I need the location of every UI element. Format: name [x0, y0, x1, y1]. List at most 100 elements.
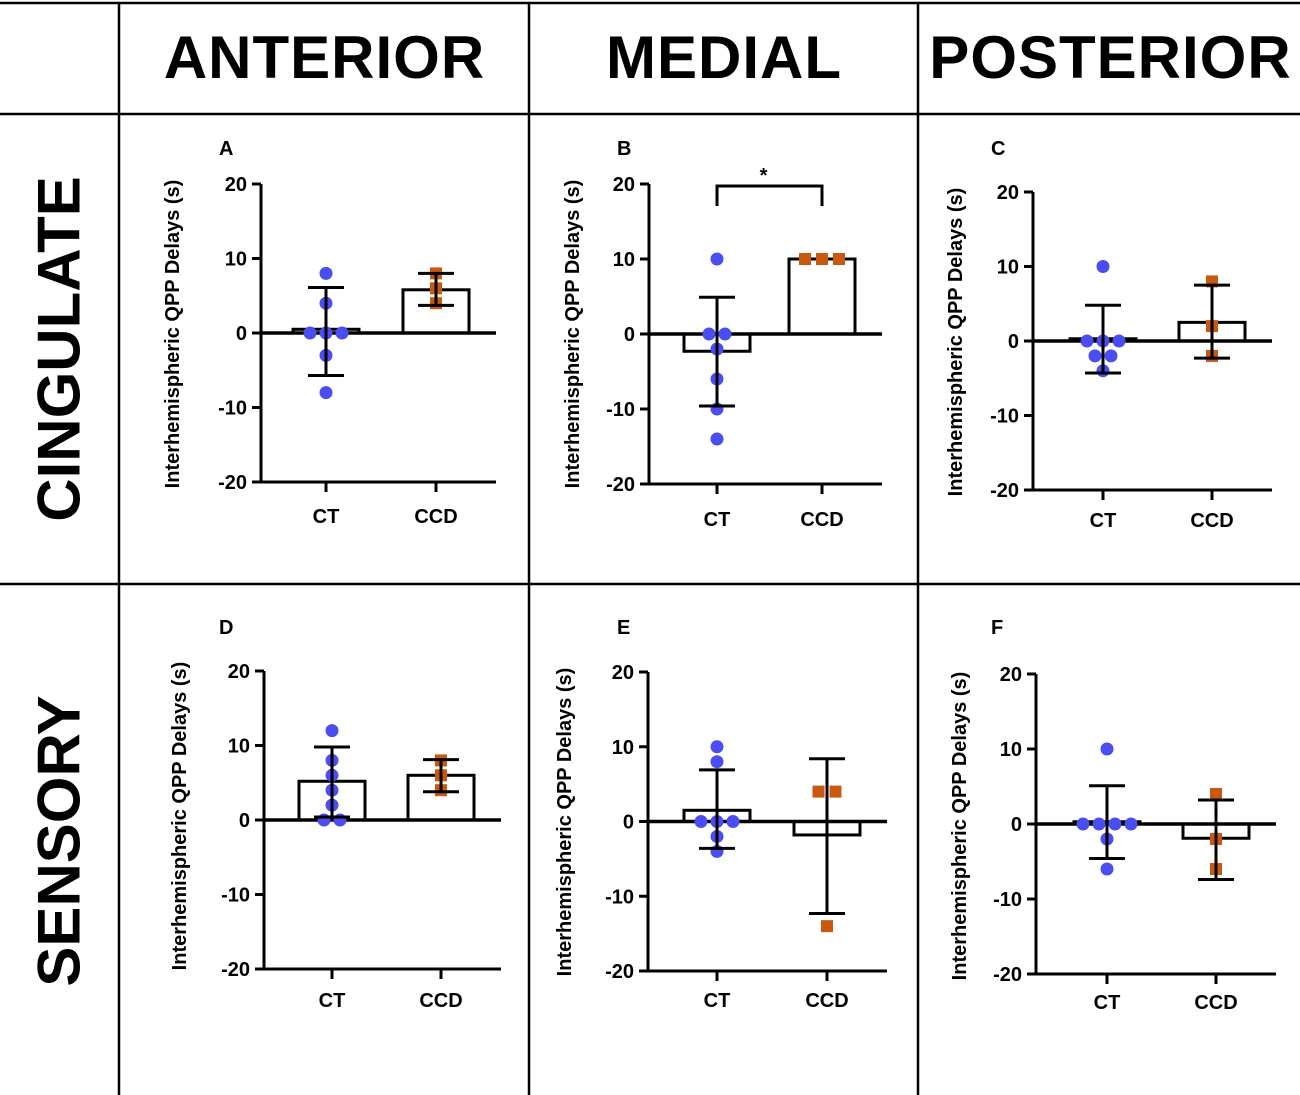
y-tick-label: -10	[218, 398, 247, 420]
chart-panel-e: 20 10 0 -10 -20 CT CCD E Interhemispheric QPP De…	[554, 617, 887, 1012]
significance-bracket	[715, 184, 824, 206]
data-point-ccd	[829, 785, 842, 798]
chart-panel-f: 20 10 0 -10 -20 CT CCD F Interhemispheric QPP De…	[949, 617, 1276, 1014]
y-tick-label: -20	[606, 474, 635, 496]
y-tick-label: 20	[612, 662, 634, 684]
x-tick-label-ccd: CCD	[419, 990, 462, 1012]
data-point-ccd	[812, 785, 825, 798]
y-tick-label: 10	[225, 249, 247, 271]
chart-panel-c: 20 10 0 -10 -20 CT CCD C Interhemispheric QPP De…	[945, 138, 1272, 532]
data-point-ct	[1100, 742, 1114, 756]
y-tick-label: 20	[613, 174, 635, 196]
data-point-ct	[1100, 862, 1114, 876]
data-point-ct	[1104, 349, 1118, 363]
data-point-ct	[325, 724, 339, 738]
y-tick-label: 0	[624, 324, 635, 346]
column-header-posterior: POSTERIOR	[929, 24, 1292, 91]
x-tick-label-ct: CT	[313, 506, 340, 528]
y-axis-label: Interhemispheric QPP Delays (s)	[554, 668, 576, 977]
y-axis-label: Interhemispheric QPP Delays (s)	[169, 662, 191, 971]
x-tick-label-ccd: CCD	[1190, 510, 1233, 532]
data-point-ct	[702, 327, 716, 341]
y-tick-label: 10	[997, 257, 1019, 279]
data-point-ct	[1108, 817, 1122, 831]
data-point-ct	[710, 740, 724, 754]
y-tick-label: 0	[1011, 814, 1022, 836]
panel-letter: C	[991, 138, 1005, 160]
panel-letter: D	[219, 617, 233, 639]
column-header-anterior: ANTERIOR	[163, 24, 486, 91]
y-tick-label: 0	[239, 810, 250, 832]
data-point-ct	[1112, 334, 1126, 348]
data-point-ct	[1092, 817, 1106, 831]
panel-letter: A	[219, 138, 233, 160]
column-header-medial: MEDIAL	[606, 24, 842, 91]
y-tick-label: 20	[228, 661, 250, 683]
x-tick-label-ccd: CCD	[805, 990, 848, 1012]
x-tick-label-ct: CT	[1094, 992, 1121, 1014]
data-point-ct	[319, 386, 333, 400]
chart-panel-d: 20 10 0 -10 -20 CT CCD D Interhemispheric QPP De…	[169, 617, 501, 1012]
data-point-ct	[319, 266, 333, 280]
data-point-ct	[1088, 349, 1102, 363]
x-tick-label-ccd: CCD	[800, 509, 843, 531]
y-tick-label: -20	[605, 961, 634, 983]
data-point-ct	[710, 755, 724, 769]
y-tick-label: -10	[990, 406, 1019, 428]
y-tick-label: -10	[993, 889, 1022, 911]
y-tick-label: 20	[1000, 664, 1022, 686]
row-header-sensory: SENSORY	[25, 694, 93, 987]
y-tick-label: 10	[1000, 739, 1022, 761]
chart-panel-a: 20 10 0 -10 -20 CT CCD A Interhemispheric QPP De…	[162, 138, 496, 528]
x-tick-label-ccd: CCD	[414, 506, 457, 528]
data-point-ct	[333, 813, 347, 827]
x-tick-label-ct: CT	[704, 990, 731, 1012]
data-point-ct	[710, 432, 724, 446]
y-tick-label: -20	[218, 472, 247, 494]
y-tick-label: 10	[228, 736, 250, 758]
x-tick-label-ccd: CCD	[1194, 992, 1237, 1014]
data-point-ct	[694, 815, 708, 828]
data-point-ccd	[816, 253, 828, 265]
data-point-ct	[1124, 817, 1138, 831]
data-point-ccd	[1210, 788, 1222, 800]
data-point-ct	[303, 326, 317, 340]
y-axis-label: Interhemispheric QPP Delays (s)	[162, 180, 184, 489]
y-tick-label: -10	[605, 886, 634, 908]
bar-ccd	[787, 257, 857, 336]
data-point-ct	[317, 813, 331, 827]
y-axis-label: Interhemispheric QPP Delays (s)	[949, 672, 971, 981]
data-point-ct	[726, 815, 740, 828]
y-tick-label: 0	[1008, 331, 1019, 353]
y-tick-label: 10	[613, 249, 635, 271]
data-point-ct	[1080, 334, 1094, 348]
y-tick-label: -20	[993, 964, 1022, 986]
data-point-ct	[335, 326, 349, 340]
y-tick-label: -20	[221, 959, 250, 981]
significance-star: *	[760, 165, 768, 187]
y-tick-label: 0	[623, 812, 634, 834]
y-axis-label: Interhemispheric QPP Delays (s)	[945, 188, 967, 497]
chart-panel-b: 20 10 0 -10 -20 CT CCD B Interhemispheric QPP De…	[562, 138, 882, 531]
y-axis-label: Interhemispheric QPP Delays (s)	[562, 180, 584, 489]
data-point-ct	[1076, 817, 1090, 831]
panel-letter: E	[617, 617, 630, 639]
y-tick-label: -20	[990, 480, 1019, 502]
data-point-ct	[710, 252, 724, 266]
y-tick-label: -10	[221, 885, 250, 907]
x-tick-label-ct: CT	[704, 509, 731, 531]
data-point-ccd	[821, 920, 833, 933]
y-tick-label: -10	[606, 399, 635, 421]
panel-letter: B	[617, 138, 631, 160]
x-tick-label-ct: CT	[319, 990, 346, 1012]
data-point-ct	[1096, 260, 1110, 273]
row-header-cingulate: CINGULATE	[25, 176, 93, 522]
data-point-ct	[718, 327, 732, 341]
data-point-ccd	[833, 253, 845, 265]
x-tick-label-ct: CT	[1090, 510, 1117, 532]
y-tick-label: 20	[997, 182, 1019, 204]
panel-letter: F	[991, 617, 1003, 639]
y-tick-label: 20	[225, 174, 247, 196]
data-point-ccd	[799, 253, 811, 265]
